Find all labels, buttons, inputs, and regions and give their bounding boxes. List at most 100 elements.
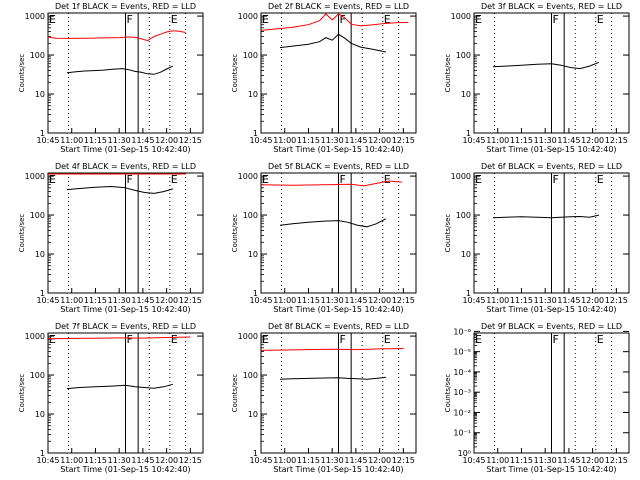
x-axis-label: Start Time (01-Sep-15 10:42:40) bbox=[273, 465, 403, 474]
y-tick-label: 1 bbox=[40, 289, 45, 298]
y-tick-label: 100 bbox=[456, 211, 471, 220]
x-tick-label: 11:00 bbox=[486, 296, 509, 305]
x-axis-label: Start Time (01-Sep-15 10:42:40) bbox=[60, 305, 190, 314]
y-tick-label: 1000 bbox=[25, 172, 45, 181]
y-tick-label: 10 bbox=[248, 90, 258, 99]
x-tick-label: 11:00 bbox=[60, 456, 83, 465]
y-tick-label: 10 bbox=[248, 410, 258, 419]
panel-6: Det 6f BLACK = Events, RED = LLD 1 10 100 10… bbox=[444, 162, 630, 314]
x-axis-label: Start Time (01-Sep-15 10:42:40) bbox=[60, 145, 190, 154]
y-tick-label: 10 bbox=[248, 250, 258, 259]
y-tick-label: 10 bbox=[461, 90, 471, 99]
x-tick-label: 11:15 bbox=[84, 136, 107, 145]
y-tick-label: 10⁻³ bbox=[453, 388, 471, 397]
x-tick-label: 11:30 bbox=[108, 456, 131, 465]
x-tick-label: 12:00 bbox=[368, 296, 391, 305]
x-tick-label: 11:30 bbox=[534, 296, 557, 305]
x-tick-label: 11:15 bbox=[510, 296, 533, 305]
y-tick-label: 100 bbox=[30, 51, 45, 60]
x-tick-label: 11:00 bbox=[60, 136, 83, 145]
x-tick-label: 12:15 bbox=[605, 456, 628, 465]
marker-e: E bbox=[475, 333, 482, 346]
x-tick-label: 12:00 bbox=[155, 456, 178, 465]
panel-5: Det 5f BLACK = Events, RED = LLD 1 10 100 10… bbox=[231, 162, 417, 314]
panel-title: Det 6f BLACK = Events, RED = LLD bbox=[481, 162, 622, 171]
y-tick-label: 10⁰ bbox=[458, 449, 471, 458]
marker-e: E bbox=[49, 13, 56, 26]
marker-f: F bbox=[340, 333, 346, 346]
y-tick-label: 10⁻⁴ bbox=[453, 368, 471, 377]
marker-f: F bbox=[127, 333, 133, 346]
y-tick-label: 1000 bbox=[451, 172, 471, 181]
x-tick-label: 11:30 bbox=[321, 136, 344, 145]
series-lld bbox=[47, 30, 186, 42]
series-events bbox=[66, 185, 174, 194]
x-tick-label: 11:15 bbox=[510, 136, 533, 145]
marker-e: E bbox=[384, 333, 391, 346]
panel-title: Det 1f BLACK = Events, RED = LLD bbox=[55, 2, 196, 11]
y-tick-label: 1000 bbox=[238, 332, 258, 341]
y-tick-label: 1 bbox=[466, 289, 471, 298]
y-tick-label: 1000 bbox=[25, 12, 45, 21]
y-tick-label: 10 bbox=[35, 410, 45, 419]
x-tick-label: 11:15 bbox=[297, 136, 320, 145]
x-tick-label: 11:30 bbox=[534, 136, 557, 145]
x-tick-label: 12:00 bbox=[155, 136, 178, 145]
x-tick-label: 11:30 bbox=[321, 456, 344, 465]
x-tick-label: 10:45 bbox=[249, 296, 272, 305]
marker-e: E bbox=[262, 333, 269, 346]
panel-8: Det 8f BLACK = Events, RED = LLD 1 10 100 10… bbox=[231, 322, 417, 474]
x-axis-label: Start Time (01-Sep-15 10:42:40) bbox=[273, 145, 403, 154]
x-tick-label: 11:15 bbox=[510, 456, 533, 465]
x-tick-label: 11:45 bbox=[344, 296, 367, 305]
panel-title: Det 4f BLACK = Events, RED = LLD bbox=[55, 162, 196, 171]
x-tick-label: 11:45 bbox=[131, 296, 154, 305]
panel-4: Det 4f BLACK = Events, RED = LLD 1 10 100 10… bbox=[18, 162, 204, 314]
y-tick-label: 1000 bbox=[238, 172, 258, 181]
y-tick-label: 1 bbox=[466, 129, 471, 138]
x-tick-label: 12:00 bbox=[581, 456, 604, 465]
y-tick-label: 100 bbox=[243, 211, 258, 220]
marker-e: E bbox=[171, 13, 178, 26]
marker-e: E bbox=[171, 173, 178, 186]
x-tick-label: 12:15 bbox=[179, 456, 202, 465]
panel-1: Det 1f BLACK = Events, RED = LLD 1 10 100 10… bbox=[18, 2, 204, 154]
x-tick-label: 11:15 bbox=[84, 296, 107, 305]
x-tick-label: 11:45 bbox=[344, 136, 367, 145]
y-tick-label: 10⁻⁵ bbox=[453, 348, 471, 357]
series-events bbox=[492, 61, 600, 70]
x-tick-label: 11:15 bbox=[297, 296, 320, 305]
y-tick-label: 10 bbox=[35, 90, 45, 99]
x-tick-label: 11:00 bbox=[273, 136, 296, 145]
x-tick-label: 12:15 bbox=[605, 296, 628, 305]
y-tick-label: 1000 bbox=[238, 12, 258, 21]
y-tick-label: 100 bbox=[30, 371, 45, 380]
series-events bbox=[492, 214, 600, 219]
x-tick-label: 12:00 bbox=[581, 296, 604, 305]
series-events bbox=[66, 383, 174, 390]
x-tick-label: 12:00 bbox=[581, 136, 604, 145]
x-tick-label: 12:15 bbox=[392, 296, 415, 305]
y-tick-label: 10 bbox=[461, 250, 471, 259]
x-tick-label: 12:15 bbox=[392, 456, 415, 465]
marker-e: E bbox=[597, 13, 604, 26]
marker-e: E bbox=[384, 13, 391, 26]
x-tick-label: 12:00 bbox=[368, 456, 391, 465]
panel-3: Det 3f BLACK = Events, RED = LLD 1 10 100 10… bbox=[444, 2, 630, 154]
panel-title: Det 9f BLACK = Events, RED = LLD bbox=[481, 322, 622, 331]
series-events bbox=[279, 33, 387, 53]
marker-e: E bbox=[171, 333, 178, 346]
x-tick-label: 12:15 bbox=[605, 136, 628, 145]
x-tick-label: 11:45 bbox=[344, 456, 367, 465]
x-tick-label: 11:00 bbox=[273, 296, 296, 305]
x-tick-label: 11:30 bbox=[108, 136, 131, 145]
x-tick-label: 10:45 bbox=[462, 296, 485, 305]
series-lld bbox=[260, 180, 402, 187]
y-tick-label: 1000 bbox=[451, 12, 471, 21]
x-tick-label: 11:45 bbox=[557, 296, 580, 305]
marker-e: E bbox=[475, 173, 482, 186]
y-tick-label: 100 bbox=[243, 51, 258, 60]
marker-e: E bbox=[262, 173, 269, 186]
marker-f: F bbox=[553, 333, 559, 346]
